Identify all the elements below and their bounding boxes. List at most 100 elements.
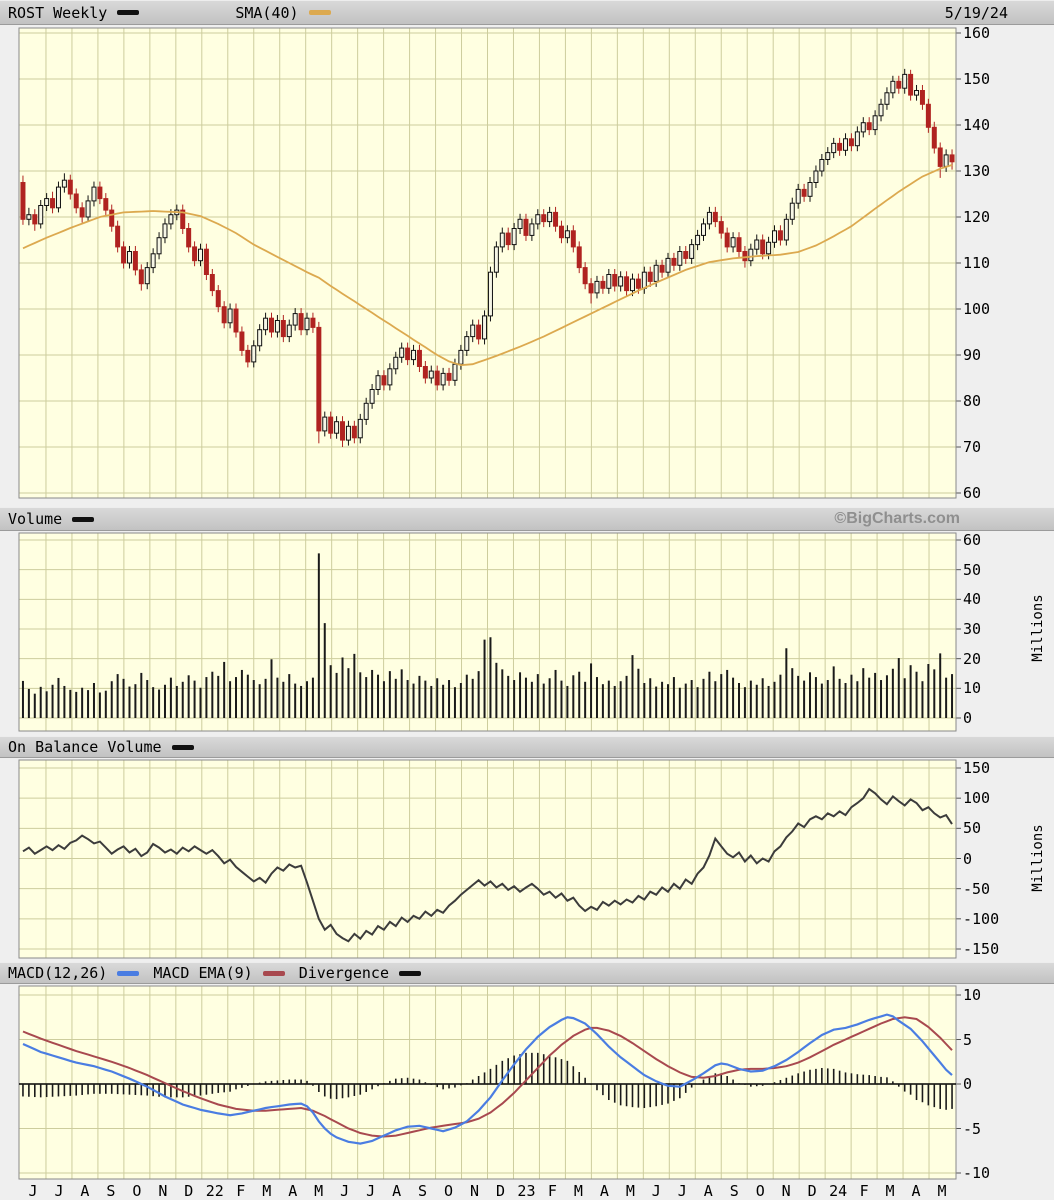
price-tick-label: 60 [963,484,982,502]
x-axis-month-label: M [625,1182,635,1200]
x-axis-month-label: O [755,1182,765,1200]
volume-legend-dash [72,516,95,522]
sma-legend-label: SMA(40) [235,3,299,22]
macd-tick-label: 0 [963,1075,973,1093]
divergence-legend-dash [399,970,421,976]
obv-tick-label: 50 [963,819,982,838]
x-axis-month-label: M [573,1182,583,1200]
x-axis-month-label: 22 [205,1182,224,1200]
macd-panel [18,985,961,1180]
x-axis-month-label: 23 [517,1182,536,1200]
obv-tick-label: -150 [963,940,1000,958]
price-series-dash [117,10,140,15]
x-axis-month-label: D [184,1182,194,1200]
x-axis-month-label: J [366,1182,376,1200]
x-axis-month-label: 24 [829,1182,848,1200]
chart-date: 5/19/24 [944,3,1008,22]
x-axis-month-label: F [547,1182,557,1200]
x-axis-month-label: M [885,1182,895,1200]
macd-tick-label: -10 [963,1164,991,1182]
x-axis-month-label: J [340,1182,350,1200]
macd-divergence-histogram [22,1052,953,1110]
x-axis-month-label: O [132,1182,142,1200]
obv-tick-label: 0 [963,849,973,868]
x-axis-month-label: J [28,1182,38,1200]
price-tick-label: 140 [963,116,991,134]
x-axis-month-label: N [469,1182,480,1200]
x-axis-month-label: N [158,1182,168,1200]
main-chart-header: ROST Weekly SMA(40) 5/19/24 [0,0,1054,25]
price-tick-label: 100 [963,300,991,318]
volume-bars [21,553,954,718]
bigcharts-watermark: ©BigCharts.com [834,510,960,527]
volume-tick-label: 30 [963,620,982,638]
x-axis-month-label: A [911,1182,921,1200]
volume-tick-label: 20 [963,649,982,668]
price-tick-label: 120 [963,208,991,226]
macd-legend-dash [117,970,140,976]
obv-axis-unit-label: Millions [1030,824,1046,892]
obv-tick-label: 100 [963,789,991,808]
volume-tick-label: 10 [963,679,982,698]
symbol-series-label: ROST Weekly [8,3,108,22]
x-axis-month-label: J [677,1182,687,1200]
macd-ema-line [22,1016,953,1138]
x-axis-month-label: J [651,1182,661,1200]
obv-legend-dash [171,744,194,750]
price-tick-label: 90 [963,346,982,364]
obv-panel [18,759,961,959]
x-axis-month-label: A [80,1182,90,1200]
obv-header: On Balance Volume [0,736,1054,758]
x-axis-month-label: A [599,1182,609,1200]
sma40-line [22,164,953,367]
x-axis-month-label: A [703,1182,713,1200]
price-tick-label: 110 [963,254,991,272]
x-axis-month-label: N [781,1182,791,1200]
obv-tick-label: 150 [963,759,991,777]
x-axis-month-label: A [392,1182,402,1200]
x-axis-month-label: S [418,1182,428,1200]
x-axis-month-label: J [54,1182,64,1200]
x-axis-month-label: M [262,1182,272,1200]
obv-tick-label: -50 [963,879,991,898]
price-tick-label: 160 [963,24,991,42]
volume-panel [18,532,961,732]
volume-tick-label: 50 [963,560,982,579]
price-panel [18,27,961,499]
obv-title: On Balance Volume [8,738,162,756]
x-axis-month-label: F [859,1182,869,1200]
volume-header: Volume ©BigCharts.com [0,507,1054,531]
x-axis-month-label: S [729,1182,739,1200]
obv-tick-label: -100 [963,909,1000,928]
x-axis-month-label: S [106,1182,116,1200]
price-tick-label: 70 [963,438,982,456]
price-tick-label: 80 [963,392,982,410]
macd-header: MACD(12,26) MACD EMA(9) Divergence [0,962,1054,984]
x-axis-month-label: F [236,1182,246,1200]
price-tick-label: 130 [963,162,991,180]
volume-title: Volume [8,510,63,528]
x-axis-month-label: D [807,1182,817,1200]
x-axis-month-label: M [937,1182,947,1200]
macd-tick-label: 5 [963,1030,973,1049]
sma-legend-dash [308,10,331,15]
macd-title: MACD(12,26) [8,964,108,982]
volume-axis-unit-label: Millions [1030,594,1046,662]
x-axis-month-label: D [495,1182,505,1200]
price-tick-label: 150 [963,70,991,88]
divergence-title: Divergence [298,964,389,982]
macd-ema-legend-dash [262,970,285,976]
volume-tick-label: 0 [963,709,973,727]
x-axis-month-label: A [288,1182,298,1200]
obv-line [22,787,953,943]
macd-tick-label: 10 [963,986,982,1004]
x-axis-month-label: M [314,1182,324,1200]
volume-tick-label: 40 [963,590,982,609]
macd-line [22,1013,953,1145]
candlestick-series [20,68,955,447]
x-axis-month-label: O [444,1182,454,1200]
volume-tick-label: 60 [963,531,982,549]
macd-ema-title: MACD EMA(9) [153,964,253,982]
